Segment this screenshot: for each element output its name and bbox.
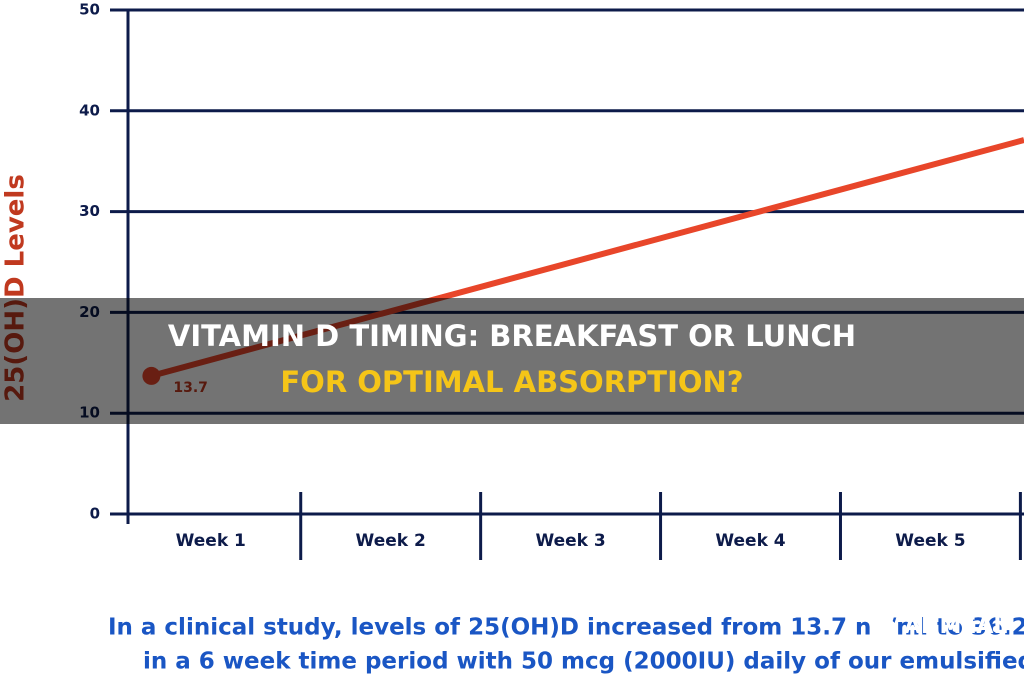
x-tick-label: Week 5 — [895, 531, 965, 551]
y-tick-label: 40 — [79, 101, 100, 119]
title-band — [0, 298, 1024, 424]
caption-line: in a 6 week time period with 50 mcg (200… — [143, 649, 1024, 675]
x-tick-label: Week 3 — [535, 531, 605, 551]
title-line: VITAMIN D TIMING: BREAKFAST OR LUNCH — [168, 319, 856, 353]
logo-tagline: Delicious Doesn't Have to Wait — [904, 642, 1024, 652]
x-tick-label: Week 4 — [715, 531, 785, 551]
logo: ANMEAL Delicious Doesn't Have to Wait — [870, 614, 1024, 652]
y-tick-label: 0 — [90, 505, 100, 523]
y-tick-label: 30 — [79, 202, 100, 220]
logo-name: ANMEAL — [904, 614, 1007, 639]
title-line: FOR OPTIMAL ABSORPTION? — [280, 365, 743, 399]
x-tick-label: Week 2 — [356, 531, 426, 551]
logo-icon — [870, 618, 898, 646]
x-tick-label: Week 1 — [176, 531, 246, 551]
y-tick-label: 50 — [79, 1, 100, 19]
